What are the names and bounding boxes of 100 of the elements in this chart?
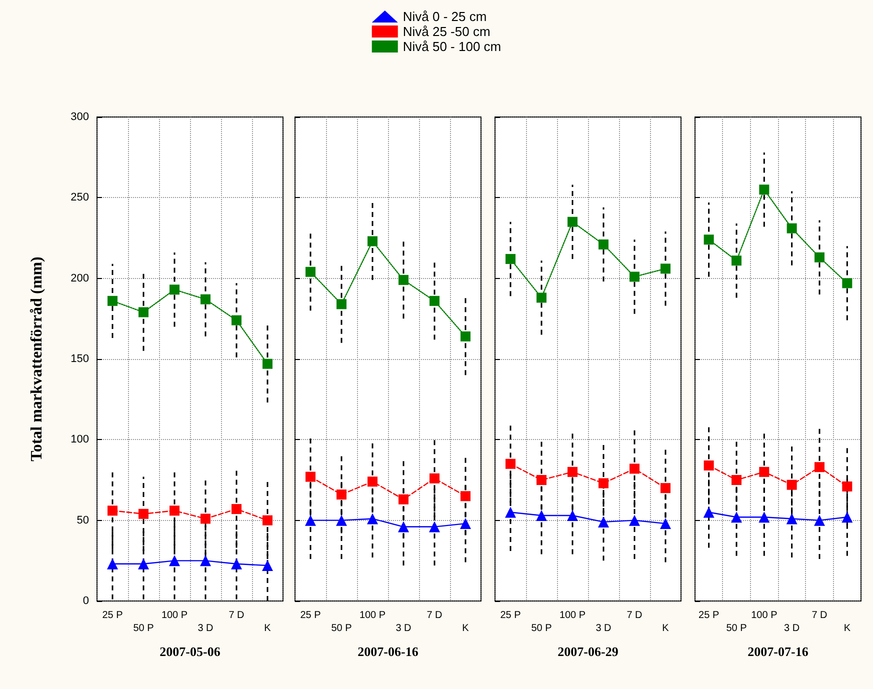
point bbox=[536, 510, 547, 521]
point bbox=[630, 272, 640, 282]
legend-label: Nivå 25 -50 cm bbox=[402, 24, 490, 39]
x-tick-label: 3 D bbox=[396, 623, 412, 634]
point bbox=[660, 483, 670, 494]
x-tick-label: 7 D bbox=[812, 610, 828, 621]
point bbox=[842, 278, 852, 288]
point bbox=[567, 510, 578, 521]
point bbox=[731, 512, 742, 523]
point bbox=[536, 292, 546, 303]
point bbox=[598, 239, 608, 250]
x-tick-label: 3 D bbox=[784, 623, 800, 634]
point bbox=[138, 508, 148, 519]
point bbox=[460, 331, 470, 342]
point bbox=[200, 514, 210, 524]
x-tick-label: 7 D bbox=[228, 610, 244, 621]
x-tick-label: 100 P bbox=[751, 610, 778, 621]
point bbox=[598, 478, 608, 488]
point bbox=[759, 466, 770, 477]
point bbox=[703, 506, 714, 518]
point bbox=[629, 514, 640, 526]
point bbox=[786, 513, 798, 524]
x-tick-label: 3 D bbox=[596, 623, 612, 634]
point bbox=[231, 558, 242, 570]
point bbox=[660, 264, 670, 274]
point bbox=[568, 216, 578, 227]
x-tick-label: 100 P bbox=[161, 610, 188, 621]
point bbox=[200, 555, 211, 566]
y-tick-label: 50 bbox=[76, 514, 89, 526]
x-axis-title: 2007-07-16 bbox=[748, 644, 809, 659]
point bbox=[630, 464, 640, 474]
point bbox=[169, 555, 180, 566]
point bbox=[814, 514, 825, 526]
point bbox=[368, 476, 378, 487]
point bbox=[398, 521, 409, 532]
point bbox=[262, 358, 272, 369]
point bbox=[759, 184, 770, 195]
point bbox=[786, 480, 797, 490]
legend-label: Nivå 50 - 100 cm bbox=[402, 39, 502, 54]
point bbox=[460, 491, 470, 502]
x-tick-label: 7 D bbox=[626, 610, 642, 621]
y-tick-label: 0 bbox=[82, 595, 89, 607]
point bbox=[460, 518, 471, 530]
point bbox=[732, 475, 742, 485]
point bbox=[704, 234, 714, 245]
point bbox=[138, 558, 149, 570]
point bbox=[842, 512, 853, 523]
point bbox=[336, 299, 346, 310]
x-tick-label: 7 D bbox=[426, 610, 442, 621]
point bbox=[732, 256, 742, 266]
point bbox=[786, 223, 797, 234]
x-tick-label: 50 P bbox=[726, 623, 748, 634]
x-tick-label: 3 D bbox=[198, 623, 214, 634]
x-tick-label: 50 P bbox=[531, 623, 552, 634]
point bbox=[336, 490, 346, 500]
point bbox=[758, 512, 770, 523]
point bbox=[170, 284, 180, 295]
x-axis-title: 2007-05-06 bbox=[160, 644, 221, 659]
point bbox=[107, 558, 118, 570]
y-tick-label: 200 bbox=[70, 272, 89, 284]
y-axis-title: Total markvattenförråd (mm) bbox=[28, 256, 46, 462]
point bbox=[108, 506, 118, 516]
point bbox=[232, 315, 242, 326]
x-tick-label: 25 P bbox=[300, 610, 322, 621]
x-tick-label: 100 P bbox=[359, 610, 386, 621]
point bbox=[367, 513, 378, 524]
point bbox=[506, 458, 516, 469]
x-axis-title: 2007-06-29 bbox=[558, 644, 619, 659]
point bbox=[660, 518, 671, 530]
point bbox=[232, 504, 242, 514]
point bbox=[398, 494, 408, 504]
y-tick-label: 100 bbox=[70, 434, 89, 446]
x-tick-label: 25 P bbox=[102, 610, 124, 621]
point bbox=[398, 274, 408, 285]
x-axis-title: 2007-06-16 bbox=[358, 644, 419, 659]
point bbox=[704, 460, 714, 470]
point bbox=[430, 296, 440, 306]
x-tick-label: K bbox=[462, 623, 470, 634]
point bbox=[814, 252, 824, 262]
point bbox=[842, 481, 852, 492]
point bbox=[505, 506, 516, 518]
point bbox=[568, 466, 578, 477]
x-tick-label: K bbox=[264, 623, 272, 634]
x-tick-label: 50 P bbox=[331, 623, 352, 634]
x-tick-label: 25 P bbox=[698, 610, 720, 621]
point bbox=[138, 307, 148, 318]
point bbox=[108, 296, 118, 306]
point bbox=[262, 560, 273, 572]
point bbox=[262, 515, 272, 526]
x-tick-label: 50 P bbox=[133, 623, 154, 634]
point bbox=[536, 475, 546, 485]
point bbox=[814, 462, 824, 472]
point bbox=[306, 266, 316, 277]
point bbox=[598, 516, 609, 528]
x-tick-label: K bbox=[844, 623, 851, 634]
x-tick-label: K bbox=[662, 623, 670, 634]
y-tick-label: 300 bbox=[70, 111, 89, 123]
point bbox=[430, 473, 440, 484]
point bbox=[170, 506, 180, 516]
y-tick-label: 150 bbox=[70, 353, 89, 365]
